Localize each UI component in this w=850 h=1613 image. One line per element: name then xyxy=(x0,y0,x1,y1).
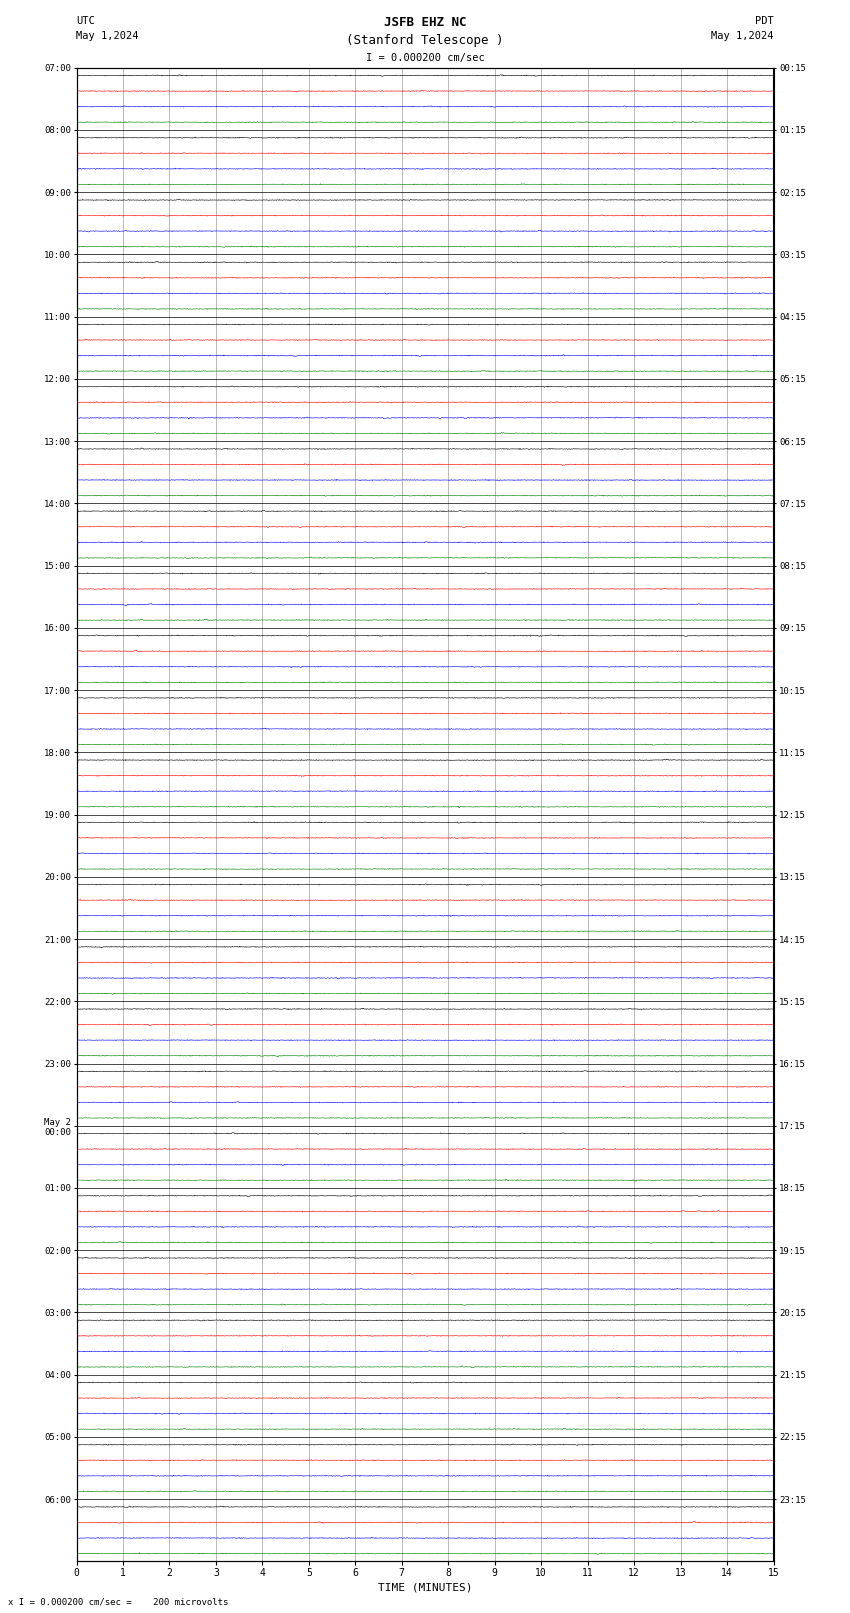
Text: PDT: PDT xyxy=(755,16,774,26)
Text: UTC: UTC xyxy=(76,16,95,26)
Text: x I = 0.000200 cm/sec =    200 microvolts: x I = 0.000200 cm/sec = 200 microvolts xyxy=(8,1597,229,1607)
Text: JSFB EHZ NC: JSFB EHZ NC xyxy=(383,16,467,29)
X-axis label: TIME (MINUTES): TIME (MINUTES) xyxy=(377,1582,473,1592)
Text: I = 0.000200 cm/sec: I = 0.000200 cm/sec xyxy=(366,53,484,63)
Text: May 1,2024: May 1,2024 xyxy=(711,31,774,40)
Text: May 1,2024: May 1,2024 xyxy=(76,31,139,40)
Text: (Stanford Telescope ): (Stanford Telescope ) xyxy=(346,34,504,47)
